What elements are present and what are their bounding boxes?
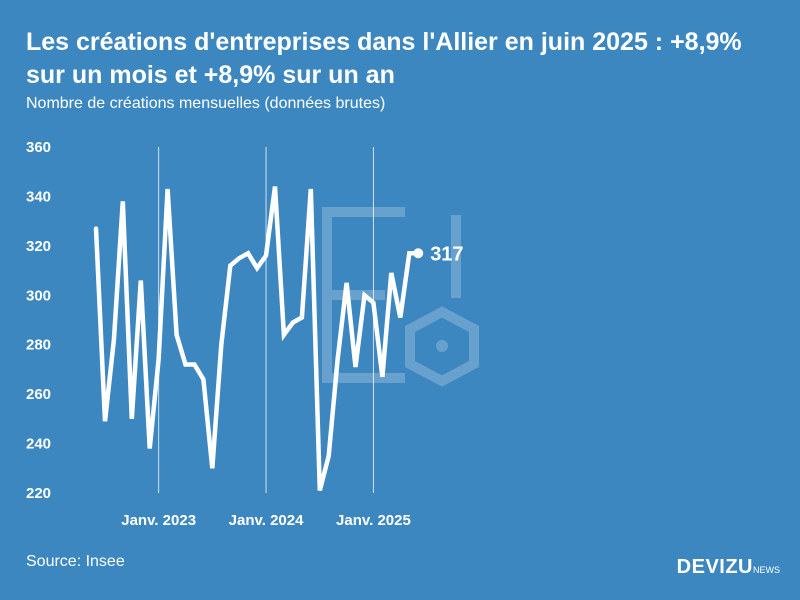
- y-tick-label: 340: [26, 188, 51, 205]
- y-tick-label: 260: [26, 386, 51, 403]
- y-tick-label: 320: [26, 238, 51, 255]
- brand-name: DEVIZU: [676, 556, 753, 578]
- brand-suffix: NEWS: [753, 565, 780, 575]
- y-tick-label: 240: [26, 436, 51, 453]
- y-tick-label: 220: [26, 485, 51, 502]
- y-tick-label: 280: [26, 337, 51, 354]
- end-point-marker: [413, 248, 424, 259]
- end-point-label: 317: [430, 243, 463, 265]
- x-tick-label: Janv. 2023: [121, 512, 196, 529]
- y-tick-label: 300: [26, 287, 51, 304]
- x-tick-label: Janv. 2025: [336, 512, 411, 529]
- brand-logo: DEVIZUNEWS: [677, 556, 780, 579]
- source-note: Source: Insee: [26, 553, 125, 570]
- chart-title: Les créations d'entreprises dans l'Allie…: [26, 28, 742, 89]
- series-line: [93, 186, 421, 492]
- x-tick-label: Janv. 2024: [229, 512, 304, 529]
- chart-subtitle: Nombre de créations mensuelles (données …: [26, 95, 386, 112]
- y-tick-label: 360: [26, 139, 51, 156]
- watermark-logo: [322, 207, 479, 387]
